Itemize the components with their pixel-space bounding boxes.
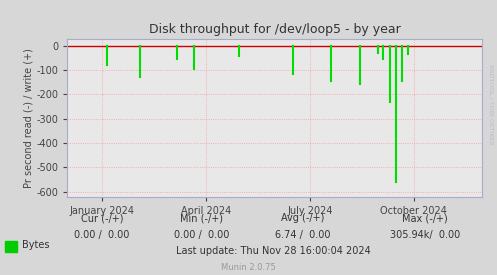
Text: 6.74 /  0.00: 6.74 / 0.00 <box>275 230 331 240</box>
Y-axis label: Pr second read (-) / write (+): Pr second read (-) / write (+) <box>23 48 33 188</box>
Text: Max (-/+): Max (-/+) <box>402 213 448 223</box>
Text: Avg (-/+): Avg (-/+) <box>281 213 325 223</box>
Text: Min (-/+): Min (-/+) <box>180 213 223 223</box>
Text: 0.00 /  0.00: 0.00 / 0.00 <box>173 230 229 240</box>
Text: Last update: Thu Nov 28 16:00:04 2024: Last update: Thu Nov 28 16:00:04 2024 <box>176 246 371 256</box>
Text: Bytes: Bytes <box>22 240 50 250</box>
Text: 305.94k/  0.00: 305.94k/ 0.00 <box>390 230 460 240</box>
Text: 0.00 /  0.00: 0.00 / 0.00 <box>74 230 130 240</box>
Text: Cur (-/+): Cur (-/+) <box>81 213 123 223</box>
Text: RRDTOOL / TOBI OETIKER: RRDTOOL / TOBI OETIKER <box>489 64 494 145</box>
Title: Disk throughput for /dev/loop5 - by year: Disk throughput for /dev/loop5 - by year <box>149 23 401 36</box>
Text: Munin 2.0.75: Munin 2.0.75 <box>221 263 276 272</box>
